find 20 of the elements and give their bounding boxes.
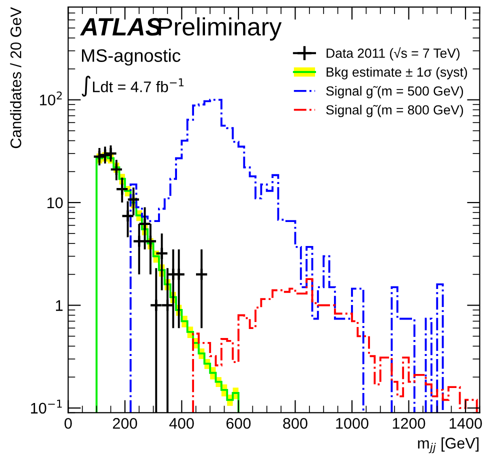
legend-label: Signal g̃ (m = 800 GeV) <box>326 104 464 118</box>
x-tick-label: 0 <box>64 418 72 429</box>
x-tick-label: 800 <box>283 418 308 429</box>
legend-label: Bkg estimate ± 1σ (syst) <box>326 67 468 80</box>
legend-label: Signal g̃ (m = 500 GeV) <box>326 86 464 98</box>
annotation: MS-agnostic <box>82 48 180 66</box>
annotation: ∫Ldt = 4.7 fb$^{−1}$ <box>82 76 184 97</box>
y-tick-label: 10$^{−1}$ <box>31 400 62 414</box>
x-tick-label: 400 <box>169 418 194 429</box>
legend-label: Data 2011 (√s = 7 TeV) <box>326 47 460 60</box>
x-tick-label: 1200 <box>392 418 426 429</box>
y-axis-title: Candidates / 20 GeV <box>10 7 22 148</box>
x-tick-label: 200 <box>112 418 138 429</box>
x-tick-label: 1000 <box>336 418 368 429</box>
x-tick-label: 1400 <box>450 418 482 429</box>
x-axis-title: m$_{jj}$ [GeV] <box>418 437 479 454</box>
y-tick-label: 10 <box>47 197 63 208</box>
y-tick-label: 10$^{2}$ <box>40 91 62 106</box>
y-tick-label: 1 <box>56 300 63 311</box>
x-tick-label: 600 <box>226 418 251 429</box>
